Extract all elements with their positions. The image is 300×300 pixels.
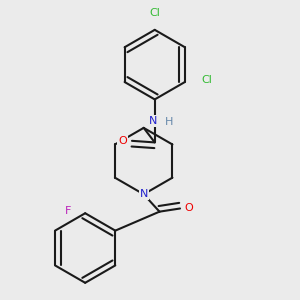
Text: Cl: Cl: [149, 8, 160, 18]
Text: N: N: [140, 189, 148, 199]
Text: F: F: [64, 206, 71, 216]
Text: Cl: Cl: [201, 75, 212, 85]
Text: O: O: [184, 203, 193, 214]
Text: O: O: [118, 136, 127, 146]
Text: H: H: [165, 118, 173, 128]
Text: N: N: [149, 116, 157, 126]
